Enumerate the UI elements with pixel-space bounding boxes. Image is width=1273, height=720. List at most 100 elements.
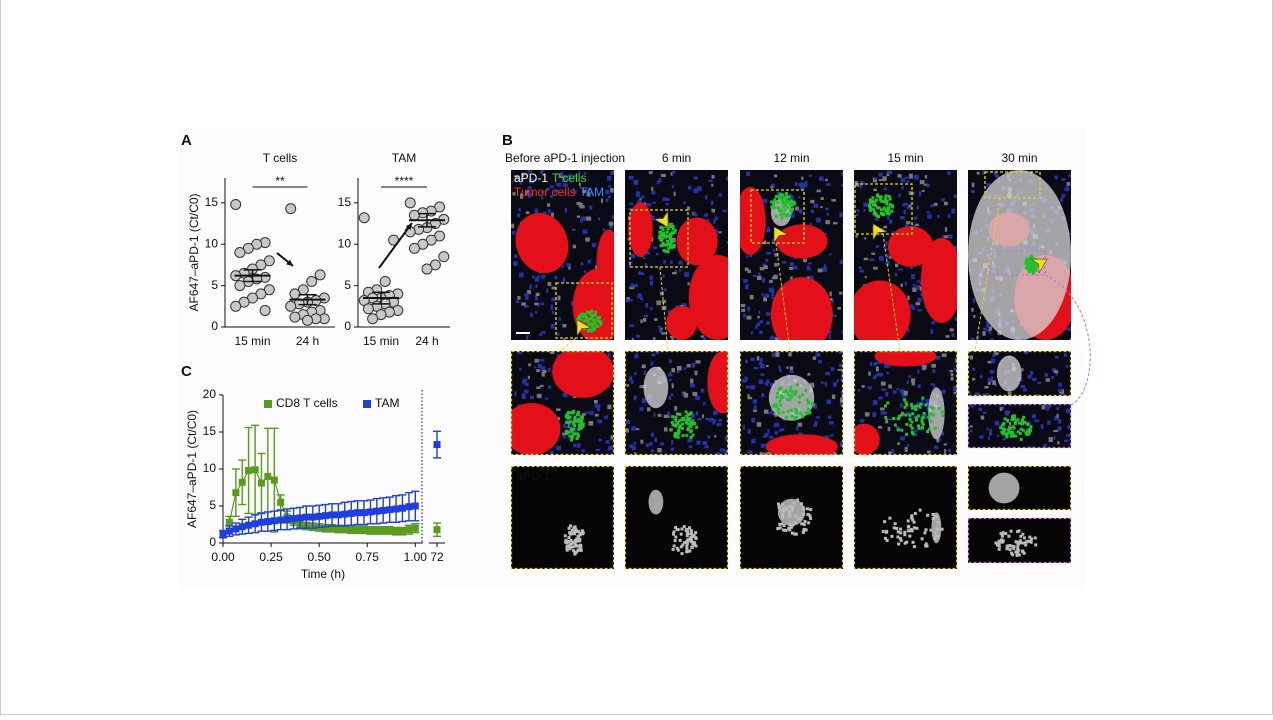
speckle: [540, 302, 545, 306]
tcell-pixel: [678, 538, 682, 542]
speckle: [864, 276, 867, 279]
tcell-pixel: [784, 389, 788, 393]
tcell-pixel: [1022, 551, 1026, 555]
signal: [648, 489, 664, 515]
tcell-pixel: [876, 193, 880, 197]
tcell-pixel: [771, 404, 775, 408]
tcell-pixel: [1011, 425, 1015, 429]
speckle: [867, 386, 872, 390]
speckle: [990, 376, 994, 381]
speckle: [910, 378, 916, 383]
tcell-pixel: [689, 532, 693, 536]
speckle: [580, 262, 584, 266]
speckle: [595, 448, 601, 452]
speckle: [919, 286, 923, 291]
speckle: [832, 222, 838, 225]
tcell-pixel: [792, 501, 796, 505]
tcell-pixel: [905, 403, 909, 407]
speckle: [755, 324, 758, 329]
speckle: [1067, 327, 1071, 332]
tcell-pixel: [565, 548, 569, 552]
tcell-pixel: [776, 206, 780, 210]
speckle: [668, 222, 673, 227]
speckle: [861, 385, 865, 388]
speckle: [1053, 430, 1059, 433]
speckle: [911, 274, 915, 279]
tcell-pixel: [670, 245, 674, 249]
speckle: [1065, 434, 1071, 437]
tcell-pixel: [673, 433, 677, 437]
speckle: [916, 406, 919, 411]
tcell-pixel: [588, 317, 592, 321]
speckle: [656, 181, 659, 185]
speckle: [519, 181, 523, 185]
speckle: [562, 392, 568, 398]
micrograph-border: [624, 465, 729, 570]
dot: [421, 263, 433, 275]
speckle: [678, 260, 683, 265]
tcell-pixel: [680, 552, 684, 556]
speckle: [875, 373, 880, 377]
tcell-pixel: [675, 422, 679, 426]
speckle: [978, 407, 983, 411]
tcell-pixel: [775, 405, 779, 409]
speckle: [979, 375, 983, 379]
tcell-pixel: [781, 513, 785, 517]
speckle: [1008, 421, 1012, 426]
tcell-pixel: [994, 541, 998, 545]
tcell-pixel: [782, 212, 786, 216]
speckle: [1070, 211, 1071, 215]
speckle: [935, 356, 940, 360]
tcell-pixel: [690, 546, 694, 550]
tcell-pixel: [912, 526, 916, 530]
tcell-pixel: [682, 418, 686, 422]
column-header: 6 min: [662, 151, 691, 165]
tcell-pixel: [1015, 552, 1019, 556]
tcell-pixel: [779, 508, 783, 512]
speckle: [549, 351, 555, 354]
speckle: [918, 191, 922, 197]
tcell-pixel: [910, 515, 914, 519]
point: [360, 526, 368, 534]
speckle: [971, 182, 975, 188]
speckle: [639, 407, 644, 411]
tcell-pixel: [660, 238, 664, 242]
tcell-pixel: [1009, 529, 1013, 533]
speckle: [681, 392, 684, 396]
speckle: [763, 435, 767, 438]
speckle: [765, 312, 771, 316]
tcell-pixel: [804, 411, 808, 415]
speckle: [1059, 447, 1063, 448]
tcell-pixel: [890, 205, 894, 209]
tcell-pixel: [1019, 541, 1023, 545]
speckle: [837, 368, 843, 372]
speckle: [859, 270, 865, 273]
dot: [289, 288, 301, 300]
speckle: [761, 293, 765, 296]
speckle: [524, 190, 530, 195]
tcell-pixel: [1025, 260, 1029, 264]
tcell-pixel: [1034, 268, 1038, 272]
tcell-pixel: [671, 547, 675, 551]
tcell-pixel: [770, 205, 774, 209]
speckle: [660, 327, 663, 330]
column-header: 12 min: [773, 151, 809, 165]
tcell-pixel: [780, 198, 784, 202]
speckle: [859, 184, 863, 189]
tcell-pixel: [802, 512, 806, 516]
point: [341, 525, 349, 533]
column-header: 15 min: [887, 151, 923, 165]
tcell-pixel: [770, 200, 774, 204]
x-tick-label: 24 h: [296, 334, 319, 348]
speckle: [839, 402, 843, 407]
arrow-head: [405, 223, 412, 230]
speckle: [766, 251, 771, 255]
speckle: [551, 286, 556, 290]
speckle: [745, 385, 751, 389]
tcell-pixel: [997, 539, 1001, 543]
speckle: [892, 390, 897, 394]
speckle: [752, 274, 757, 278]
speckle: [1020, 385, 1026, 389]
speckle: [693, 211, 697, 217]
y-tick-label: 0: [211, 319, 218, 333]
